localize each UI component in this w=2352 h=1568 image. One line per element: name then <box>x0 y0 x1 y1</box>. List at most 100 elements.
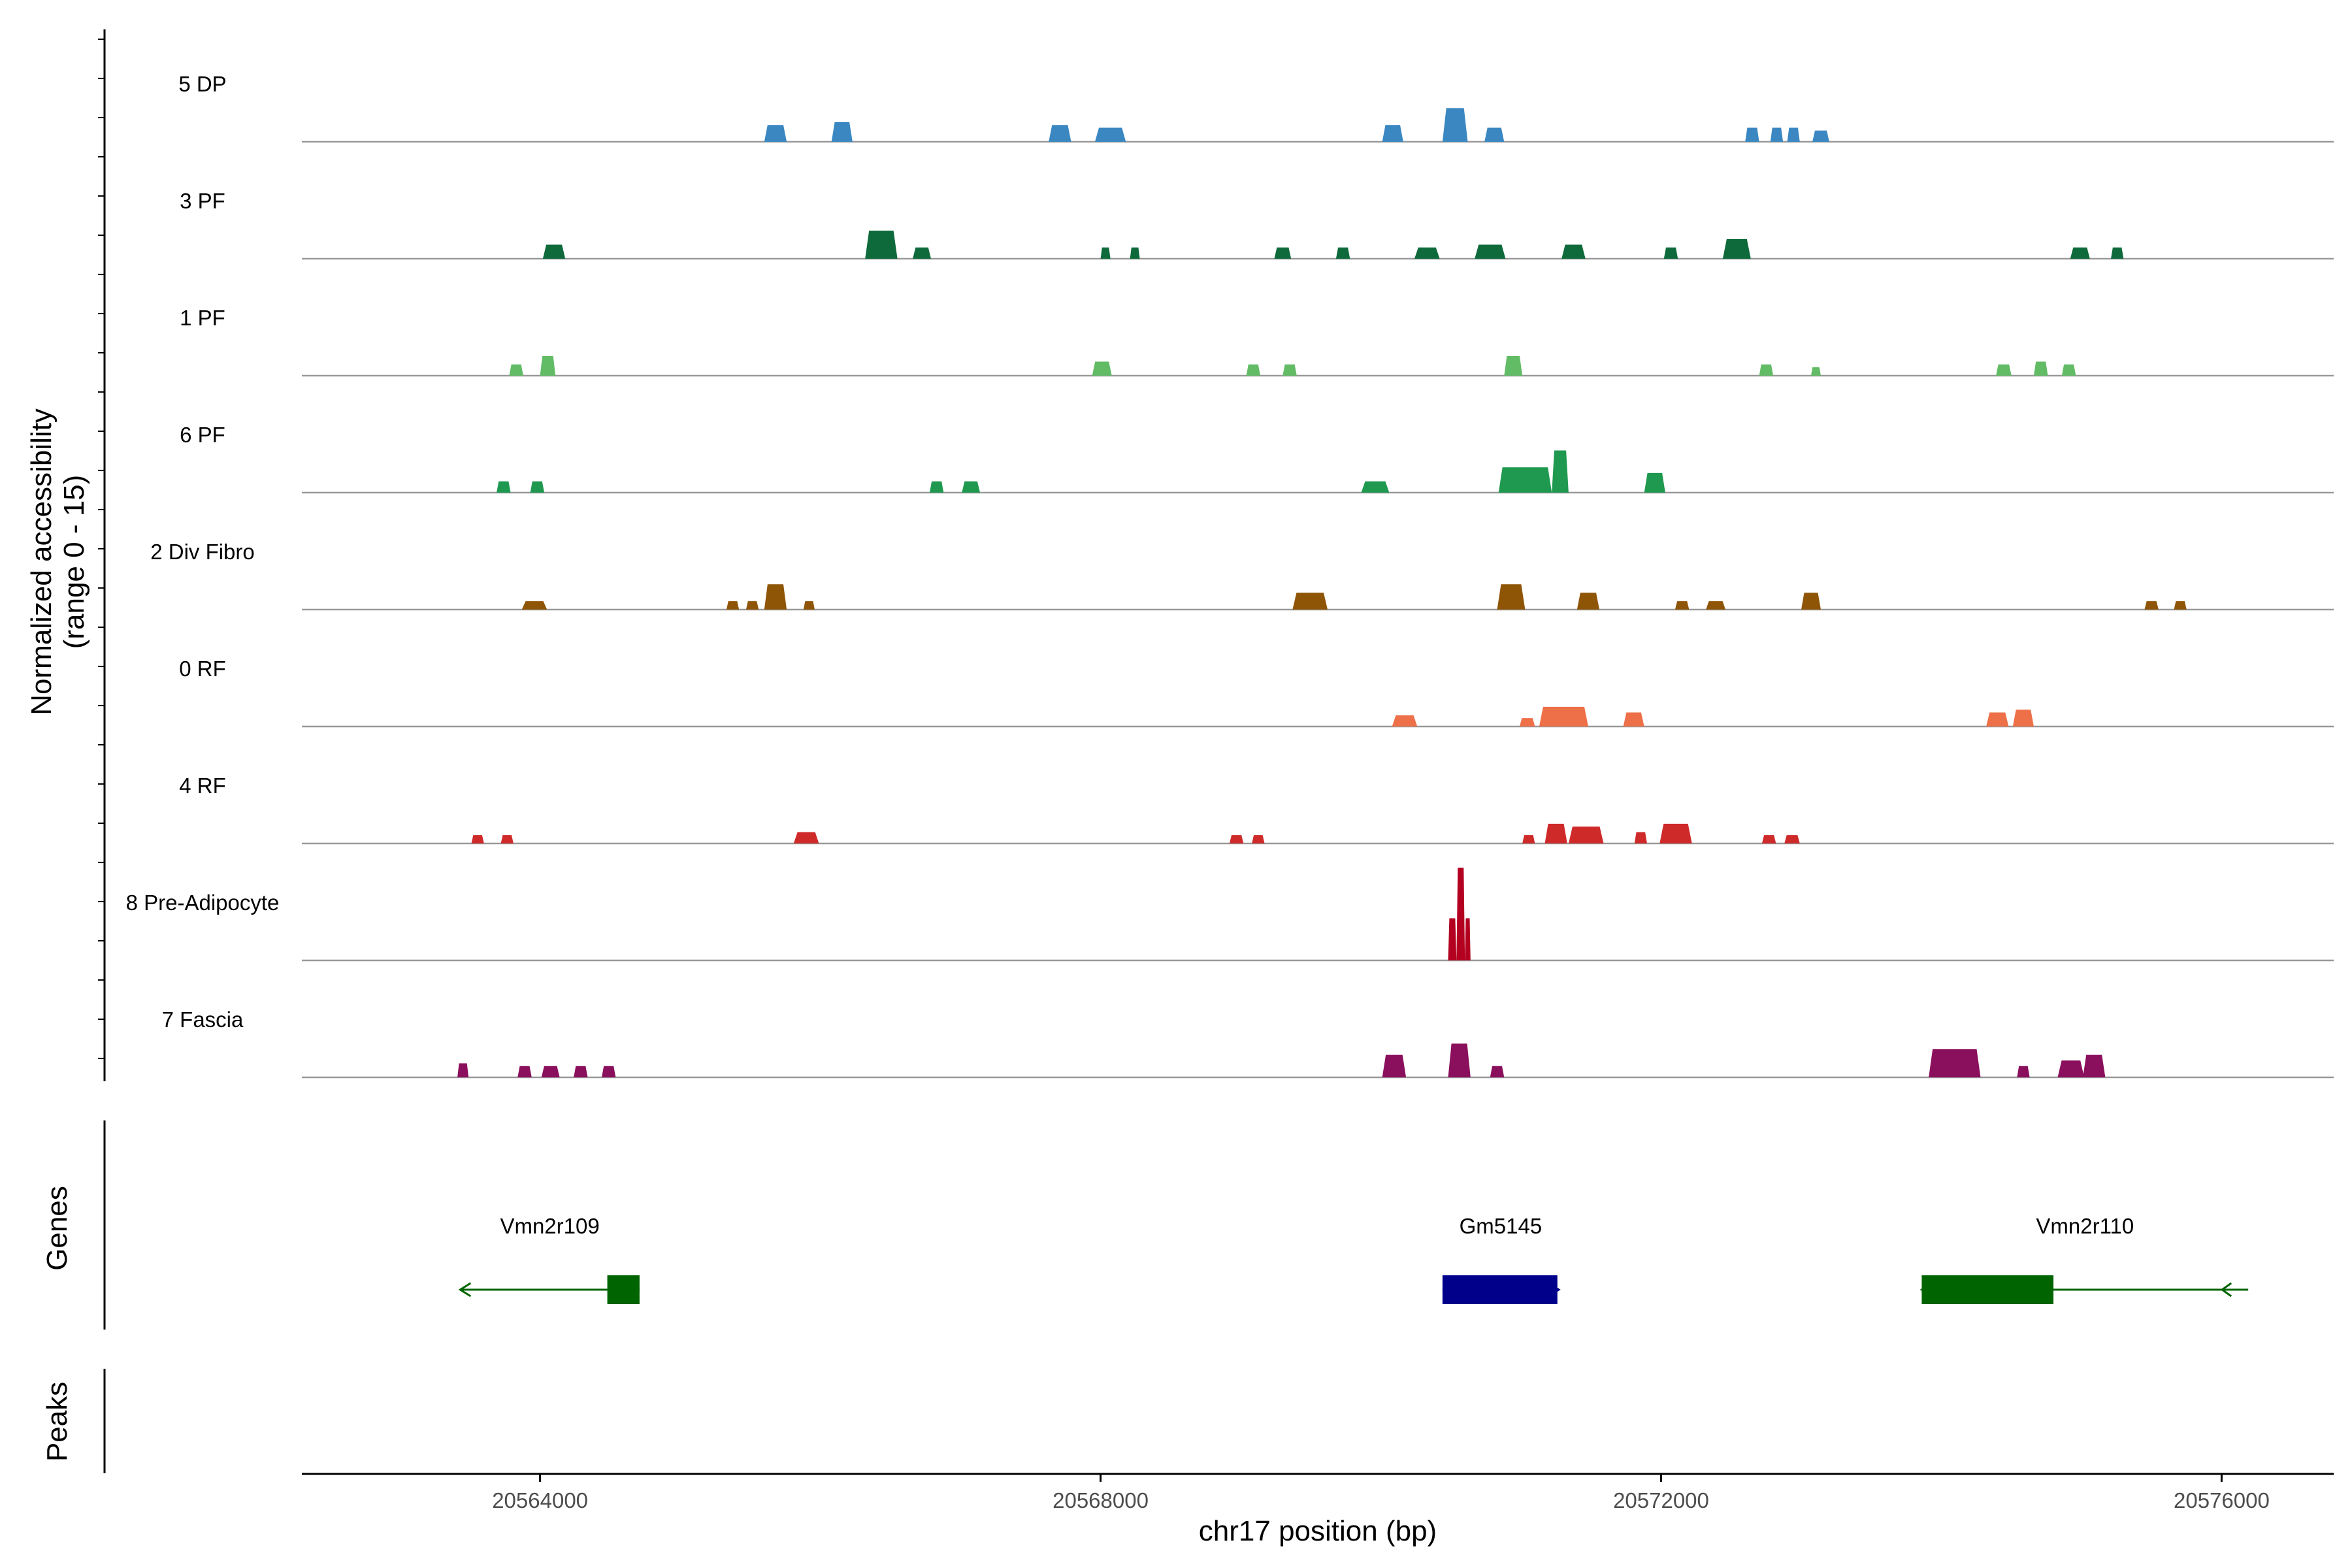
coverage-peak <box>1498 467 1552 493</box>
gene-strand-arrow <box>458 1282 472 1298</box>
coverage-peak <box>471 835 484 843</box>
coverage-peak <box>1784 835 1800 843</box>
coverage-peak <box>2061 364 2076 376</box>
coverage-peak <box>1382 1054 1407 1077</box>
gene-strand-chevron <box>2220 1282 2232 1298</box>
track-label: 4 RF <box>179 774 226 798</box>
track-label: 0 RF <box>179 657 226 681</box>
coverage-peak <box>574 1066 588 1077</box>
coverage-peak <box>1484 127 1505 142</box>
coverage-peak <box>1252 835 1265 843</box>
coverage-peak <box>1759 364 1774 376</box>
coverage-peak <box>1361 481 1390 493</box>
coverage-peak <box>1392 715 1418 727</box>
coverage-peak <box>831 122 853 142</box>
x-axis: 20564000 20568000 20572000 20576000 <box>302 1473 2334 1512</box>
coverage-peak <box>1745 127 1759 142</box>
coverage-ylabel-line1: Normalized accessibility <box>25 408 57 715</box>
coverage-peak <box>1335 247 1350 259</box>
coverage-peak <box>1490 1066 1505 1077</box>
coverage-peak <box>1292 593 1328 610</box>
coverage-peak <box>1539 706 1588 727</box>
coverage-peak <box>929 481 944 493</box>
coverage-peak <box>1274 247 1292 259</box>
coverage-peak <box>2174 601 2187 610</box>
coverage-peak <box>602 1066 616 1077</box>
coverage-peak <box>1100 247 1111 259</box>
coverage-peak <box>1504 355 1523 376</box>
coverage-peak <box>1634 832 1647 843</box>
panel-axes <box>98 29 106 1473</box>
coverage-peak <box>509 364 523 376</box>
coverage-peak <box>1706 601 1726 610</box>
coverage-peak <box>2017 1066 2030 1077</box>
coverage-peak <box>541 1066 560 1077</box>
genes-ylabel: Genes <box>41 1186 73 1271</box>
coverage-peak <box>1787 127 1800 142</box>
coverage-peak <box>803 601 815 610</box>
coverage-peak <box>2111 247 2124 259</box>
coverage-peak <box>1770 127 1784 142</box>
coverage-peak <box>2083 1054 2106 1077</box>
coverage-peak <box>1552 450 1569 493</box>
peaks-ylabel: Peaks <box>41 1382 73 1462</box>
coverage-peak <box>1229 835 1244 843</box>
coverage-peak <box>2070 247 2090 259</box>
track-label: 5 DP <box>178 72 226 96</box>
coverage-peak <box>1544 823 1567 843</box>
coverage-peak <box>2034 361 2048 376</box>
coverage-peak <box>1414 247 1440 259</box>
coverage-peak <box>1561 244 1586 259</box>
coverage-peak <box>1812 130 1829 142</box>
x-tick-label: 20576000 <box>2174 1488 2270 1512</box>
coverage-peak <box>1801 593 1821 610</box>
coverage-peak <box>745 601 759 610</box>
coverage-peak <box>1382 125 1403 142</box>
coverage-peak <box>1761 835 1776 843</box>
track-label: 3 PF <box>180 189 225 213</box>
coverage-peak <box>1497 584 1526 610</box>
coverage-peak <box>1663 247 1678 259</box>
x-axis-title: chr17 position (bp) <box>1199 1515 1437 1547</box>
coverage-peak <box>1092 361 1112 376</box>
coverage-peak <box>764 584 787 610</box>
x-tick-label: 20568000 <box>1053 1488 1149 1512</box>
track-label: 2 Div Fibro <box>150 540 255 564</box>
track-label: 6 PF <box>180 423 225 447</box>
coverage-peak <box>913 247 931 259</box>
coverage-peak <box>1522 835 1535 843</box>
coverage-peak <box>1456 868 1465 960</box>
coverage-peak <box>497 481 511 493</box>
x-tick-label: 20564000 <box>492 1488 588 1512</box>
coverage-peak <box>1475 244 1506 259</box>
track-label: 7 Fascia <box>162 1007 244 1032</box>
coverage-peak <box>1576 593 1600 610</box>
coverage-peak <box>1246 364 1261 376</box>
coverage-peak <box>1674 601 1690 610</box>
coverage-peak <box>1659 823 1692 843</box>
coverage-peak <box>962 481 981 493</box>
coverage-peak <box>530 481 545 493</box>
coverage-peak <box>1929 1049 1981 1077</box>
coverage-peak <box>2012 710 2034 727</box>
coverage-peak <box>726 601 740 610</box>
coverage-peak <box>1811 367 1821 376</box>
gene-label: Vmn2r110 <box>2036 1214 2134 1238</box>
coverage-peak <box>2057 1060 2085 1077</box>
gene-exon <box>607 1275 640 1304</box>
coverage-peak <box>517 1066 532 1077</box>
coverage-peak <box>1448 918 1457 960</box>
coverage-peak <box>1465 918 1471 960</box>
track-label: 8 Pre-Adipocyte <box>126 890 280 915</box>
coverage-peak <box>540 355 556 376</box>
coverage-peak <box>500 835 514 843</box>
coverage-peak <box>1986 712 2009 727</box>
coverage-peak <box>1623 712 1644 727</box>
gene-exon <box>1921 1275 2054 1304</box>
coverage-peak <box>865 231 898 259</box>
coverage-peak <box>1095 127 1126 142</box>
coverage-panel: 5 DP 3 PF 1 PF 6 PF 2 Div Fibro 0 RF 4 RF 8 Pre… <box>126 72 2334 1079</box>
gene-exon <box>1442 1275 1558 1304</box>
coverage-peak <box>457 1063 469 1077</box>
